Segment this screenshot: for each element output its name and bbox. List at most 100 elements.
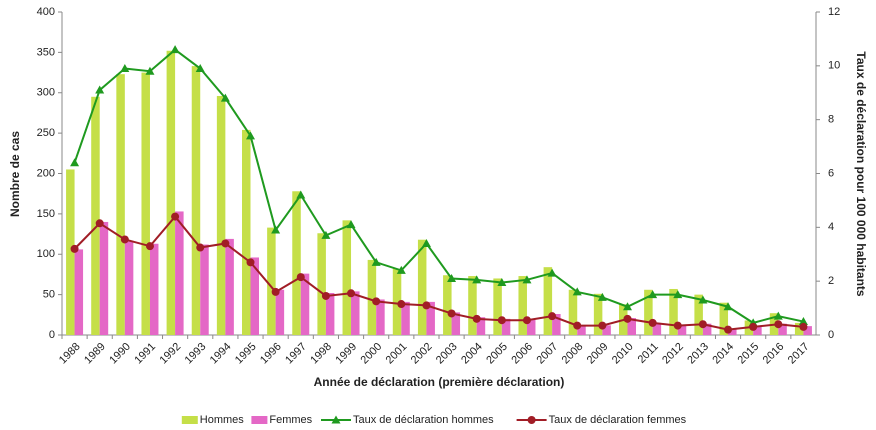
line-marker bbox=[573, 321, 582, 330]
bar bbox=[216, 95, 226, 335]
x-tick-label: 1994 bbox=[208, 341, 234, 367]
bar bbox=[317, 233, 326, 335]
line-marker bbox=[698, 320, 707, 329]
line-marker bbox=[347, 289, 356, 298]
bar bbox=[417, 239, 427, 335]
line-marker bbox=[598, 321, 607, 330]
x-tick-label: 1997 bbox=[283, 341, 309, 367]
x-tick-label: 1995 bbox=[233, 341, 259, 367]
y2-tick-label: 0 bbox=[828, 329, 834, 341]
x-tick-label: 2008 bbox=[560, 341, 586, 367]
line-marker bbox=[120, 64, 130, 73]
y-tick-label: 200 bbox=[37, 167, 55, 179]
line-marker bbox=[422, 301, 431, 310]
legend-marker bbox=[527, 416, 536, 424]
bar bbox=[702, 323, 712, 335]
line-marker bbox=[170, 45, 180, 54]
bar bbox=[325, 293, 335, 335]
y2-tick-label: 4 bbox=[828, 221, 834, 233]
line-marker bbox=[472, 314, 481, 323]
bar bbox=[443, 275, 452, 335]
legend-label: Taux de déclaration hommes bbox=[353, 414, 494, 426]
y-tick-label: 250 bbox=[37, 127, 55, 139]
bar bbox=[501, 318, 511, 335]
line-marker bbox=[296, 190, 306, 199]
bar bbox=[468, 276, 477, 335]
x-tick-label: 1992 bbox=[157, 341, 183, 367]
bar bbox=[652, 322, 662, 335]
bar bbox=[66, 169, 75, 335]
x-tick-label: 1988 bbox=[57, 341, 83, 367]
line-marker bbox=[623, 302, 632, 311]
line-marker bbox=[497, 316, 506, 325]
y-tick-label: 0 bbox=[49, 329, 55, 341]
line-marker bbox=[522, 316, 531, 325]
bar bbox=[778, 323, 787, 335]
x-tick-label: 2014 bbox=[710, 341, 736, 367]
line-marker bbox=[547, 268, 557, 277]
x-tick-label: 2016 bbox=[761, 341, 787, 367]
line-marker bbox=[472, 275, 482, 284]
bar bbox=[677, 324, 687, 335]
x-tick-label: 1989 bbox=[82, 341, 108, 367]
bar bbox=[191, 66, 201, 335]
y2-tick-label: 12 bbox=[828, 6, 840, 18]
line-marker bbox=[70, 244, 79, 253]
line-marker bbox=[246, 258, 255, 267]
bar bbox=[200, 244, 209, 335]
x-axis-title: Année de déclaration (première déclarati… bbox=[314, 375, 565, 389]
bar bbox=[526, 318, 536, 335]
bar bbox=[367, 259, 377, 335]
line-marker bbox=[572, 287, 582, 296]
bar bbox=[669, 288, 678, 335]
x-tick-label: 2003 bbox=[434, 341, 460, 367]
y2-tick-label: 8 bbox=[828, 114, 834, 126]
y-tick-label: 400 bbox=[37, 6, 55, 18]
line-marker bbox=[372, 297, 381, 306]
line-marker bbox=[724, 325, 733, 334]
x-tick-label: 2006 bbox=[509, 341, 535, 367]
line-marker bbox=[698, 295, 708, 304]
y-tick-label: 350 bbox=[37, 46, 55, 58]
bar bbox=[543, 267, 553, 335]
line bbox=[73, 48, 804, 324]
bar bbox=[91, 96, 100, 335]
x-tick-label: 2017 bbox=[786, 341, 812, 367]
line-marker bbox=[321, 230, 331, 239]
bar bbox=[593, 293, 603, 335]
y2-axis-title: Taux de déclaration pour 100 000 habitan… bbox=[854, 51, 868, 297]
bar bbox=[300, 273, 310, 335]
line-marker bbox=[196, 243, 205, 252]
bar bbox=[275, 289, 285, 335]
x-tick-label: 1991 bbox=[132, 341, 158, 367]
legend-label: Taux de déclaration femmes bbox=[549, 414, 687, 426]
bar bbox=[753, 326, 762, 335]
legend-swatch bbox=[181, 416, 198, 424]
bar bbox=[292, 191, 301, 335]
line-marker bbox=[773, 311, 783, 320]
x-tick-label: 2005 bbox=[484, 341, 510, 367]
bar bbox=[99, 221, 109, 335]
x-tick-label: 2012 bbox=[660, 341, 686, 367]
bar bbox=[602, 325, 611, 335]
bar bbox=[242, 129, 251, 335]
legend-label: Femmes bbox=[269, 414, 312, 426]
line-marker bbox=[673, 290, 683, 299]
bar bbox=[116, 74, 125, 336]
line-marker bbox=[723, 302, 733, 311]
line-marker bbox=[120, 235, 129, 244]
line-marker bbox=[145, 242, 154, 251]
x-tick-label: 2001 bbox=[384, 341, 410, 367]
line-marker bbox=[321, 291, 330, 300]
line-marker bbox=[296, 273, 305, 282]
legend-marker bbox=[331, 415, 341, 424]
y-tick-label: 50 bbox=[43, 289, 55, 301]
legend-label: Hommes bbox=[200, 414, 245, 426]
line-marker bbox=[774, 320, 783, 329]
line-marker bbox=[371, 257, 381, 266]
bar bbox=[267, 227, 276, 335]
x-tick-label: 2009 bbox=[585, 341, 611, 367]
line-marker bbox=[271, 287, 280, 296]
bar bbox=[149, 243, 159, 335]
x-tick-label: 1999 bbox=[333, 341, 359, 367]
